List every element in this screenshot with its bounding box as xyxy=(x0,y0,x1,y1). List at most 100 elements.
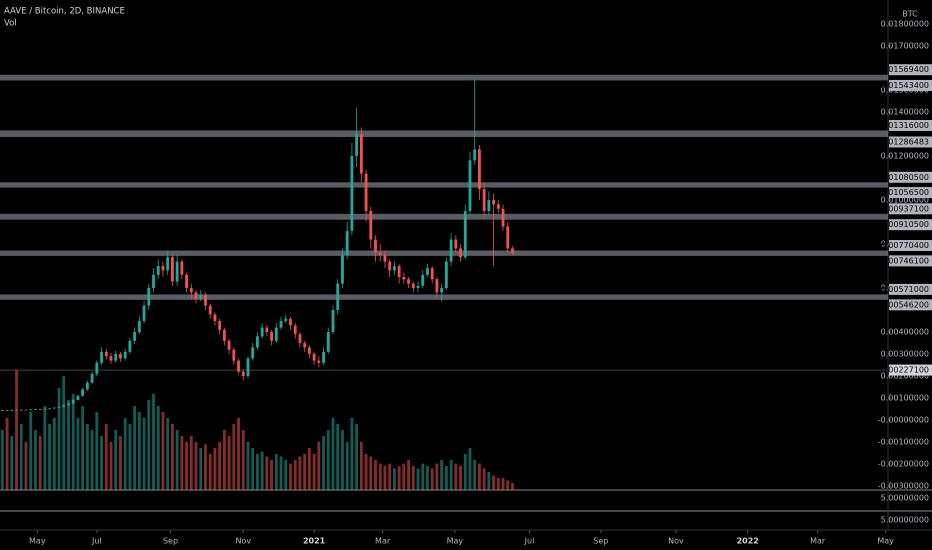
volume-bar xyxy=(142,418,146,490)
candle-body xyxy=(341,255,344,284)
volume-bar xyxy=(241,430,245,490)
volume-bar xyxy=(411,466,415,490)
candle-body xyxy=(270,332,274,341)
volume-bar xyxy=(114,430,118,490)
level-band xyxy=(0,74,888,81)
candle-body xyxy=(397,266,401,278)
price-line-label: 0.00227100 xyxy=(881,366,929,375)
candle-body xyxy=(156,266,160,275)
candle-body xyxy=(251,347,255,359)
volume-bar xyxy=(237,418,240,490)
volume-bar xyxy=(369,456,373,490)
volume-bar xyxy=(397,466,401,490)
volume-bar xyxy=(459,466,462,490)
volume-bar xyxy=(496,478,500,490)
volume-bar xyxy=(449,460,453,490)
volume-bar xyxy=(279,456,283,490)
unit-label: BTC xyxy=(902,10,918,19)
candle-body xyxy=(142,305,146,322)
candle-body xyxy=(468,160,472,212)
candle-body xyxy=(496,204,500,209)
candle-body xyxy=(289,318,292,326)
candle-body xyxy=(227,340,231,350)
volume-bar xyxy=(204,444,207,490)
level-tag xyxy=(889,64,932,76)
volume-bar xyxy=(468,448,472,490)
candle-body xyxy=(232,349,236,361)
volume-bar xyxy=(341,430,344,490)
level-tag xyxy=(889,187,932,199)
volume-bar xyxy=(303,454,307,490)
volume-bar xyxy=(274,454,278,490)
volume-bar xyxy=(67,400,70,490)
volume-bar xyxy=(156,406,160,490)
volume-bar xyxy=(10,436,14,490)
level-band xyxy=(0,130,888,137)
volume-bar xyxy=(345,442,349,490)
x-tick-label: May xyxy=(877,537,894,546)
candle-body xyxy=(416,285,420,289)
candle-body xyxy=(218,321,222,330)
volume-bar xyxy=(256,454,259,490)
volume-bar xyxy=(426,466,429,490)
candle-body xyxy=(85,382,89,390)
candle-body xyxy=(241,371,245,377)
volume-bar xyxy=(492,475,496,490)
level-label: 0.00770400 xyxy=(881,241,929,250)
candle-body xyxy=(152,274,155,289)
level-tag xyxy=(889,255,932,267)
candle-body xyxy=(133,332,137,341)
volume-bar xyxy=(170,424,174,490)
volume-bar xyxy=(128,424,132,490)
candle-body xyxy=(189,288,193,293)
volume-bar xyxy=(421,463,425,490)
candle-body xyxy=(81,389,85,396)
x-tick-label: Jul xyxy=(91,537,102,546)
y-tick-label: 0.00100000 xyxy=(881,394,929,403)
candle-body xyxy=(317,360,321,363)
volume-bar xyxy=(5,418,9,490)
candle-body xyxy=(90,373,94,383)
volume-bar xyxy=(463,454,467,490)
volume-bar xyxy=(100,436,103,490)
level-band xyxy=(0,213,888,220)
candle-body xyxy=(95,362,99,374)
candle-body xyxy=(67,403,70,406)
candle-body xyxy=(185,274,188,289)
candle-body xyxy=(440,288,444,293)
volume-bar xyxy=(444,466,448,490)
level-tag xyxy=(889,203,932,215)
volume-bar xyxy=(213,448,217,490)
volume-bar xyxy=(298,456,302,490)
level-label: 0.01543400 xyxy=(881,81,929,90)
volume-bar xyxy=(208,454,212,490)
candle-body xyxy=(435,279,439,293)
volume-bar xyxy=(218,442,222,490)
volume-bar xyxy=(506,480,510,490)
level-label: 0.01286483 xyxy=(881,137,929,146)
volume-bar xyxy=(222,430,226,490)
volume-bar xyxy=(0,430,4,490)
volume-bar xyxy=(180,436,184,490)
volume-bar xyxy=(322,436,325,490)
pane-scale-label: 5.00000000 xyxy=(881,494,929,503)
volume-bar xyxy=(336,424,340,490)
candle-body xyxy=(161,266,165,271)
volume-bar xyxy=(95,412,99,490)
candle-body xyxy=(62,405,66,407)
level-tag xyxy=(889,79,932,91)
candle-body xyxy=(38,409,42,410)
volume-bar xyxy=(194,442,198,490)
candle-body xyxy=(374,239,377,253)
level-label: 0.00546200 xyxy=(881,300,929,309)
y-tick-label: 0.01800000 xyxy=(881,19,929,28)
volume-bar xyxy=(166,418,170,490)
volume-bar xyxy=(147,400,151,490)
candle-body xyxy=(104,351,108,357)
volume-bar xyxy=(501,478,505,490)
candle-body xyxy=(43,408,47,410)
volume-bar xyxy=(402,463,406,490)
y-tick-label: -0.00100000 xyxy=(878,438,929,447)
y-tick-label: 0.00300000 xyxy=(881,350,929,359)
candle-body xyxy=(204,294,207,306)
